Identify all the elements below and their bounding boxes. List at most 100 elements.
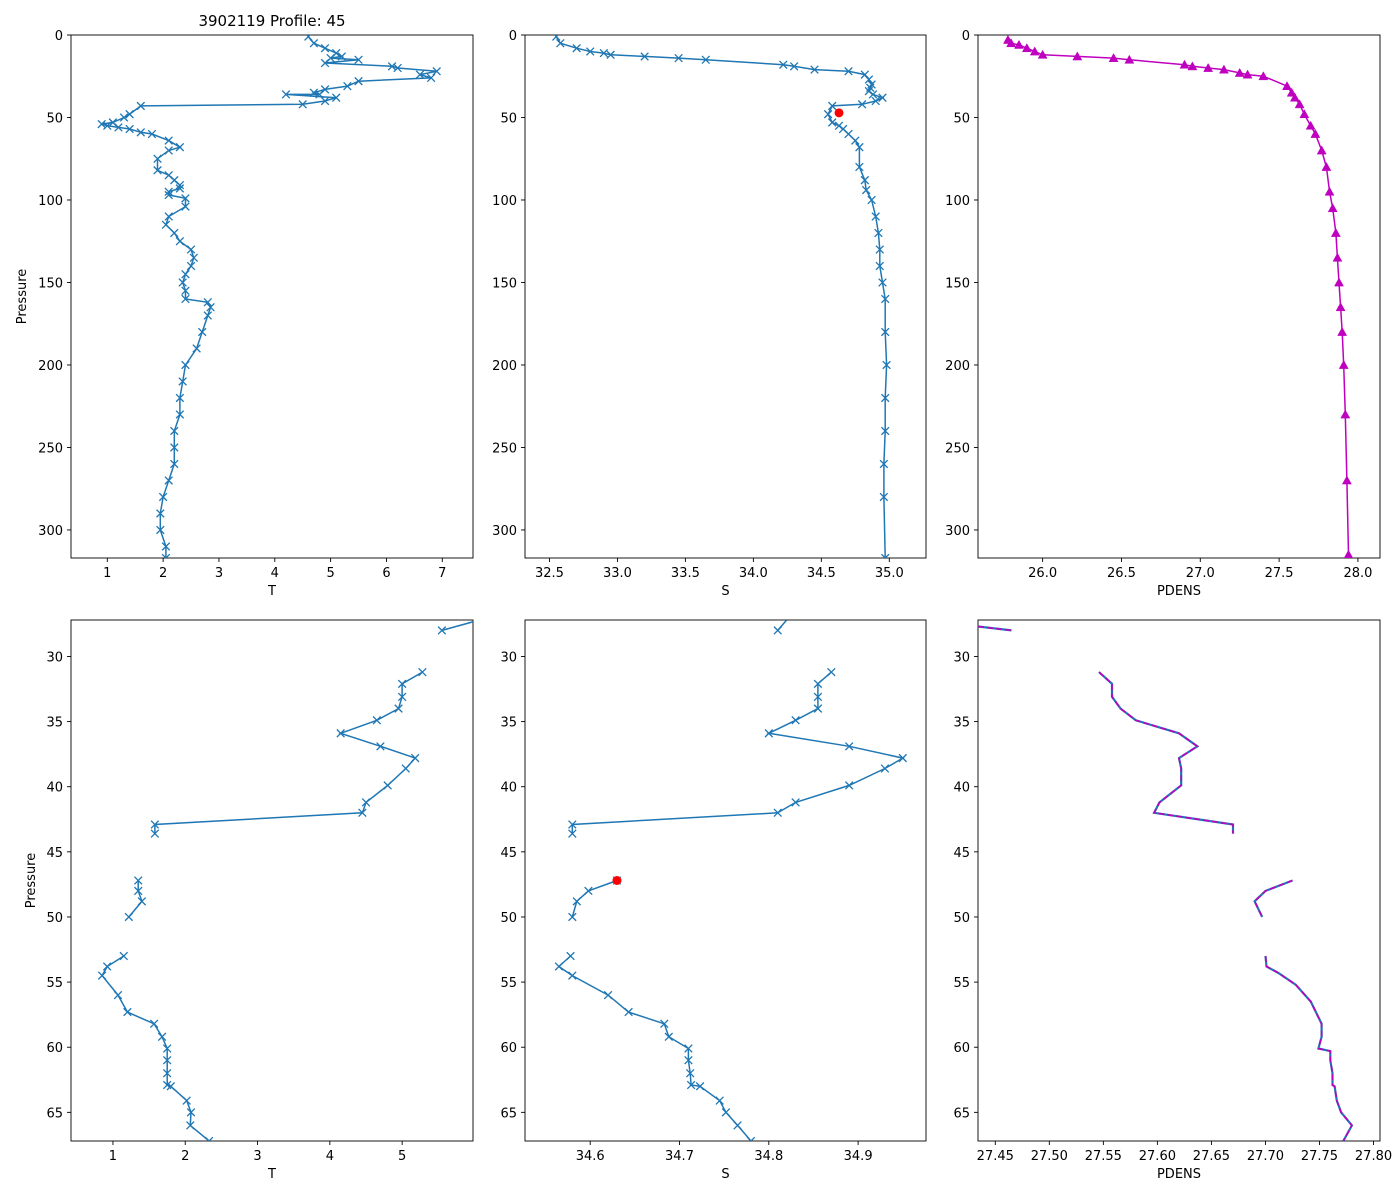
x-tick-label: 34.0 xyxy=(739,566,768,581)
y-tick-label: 55 xyxy=(46,976,63,991)
data-point-marker xyxy=(686,1080,696,1090)
data-point-marker xyxy=(161,220,171,229)
data-point-marker xyxy=(773,626,783,635)
data-point-marker xyxy=(186,245,196,254)
x-axis-label: T xyxy=(267,1167,276,1182)
data-point-marker xyxy=(354,76,363,86)
flagged-point xyxy=(612,876,622,885)
data-point-marker xyxy=(880,393,890,403)
data-point-marker xyxy=(813,679,823,689)
data-point-marker xyxy=(851,136,860,145)
data-point-marker xyxy=(1332,252,1343,262)
data-point-marker xyxy=(1179,59,1190,69)
y-tick-label: 250 xyxy=(38,441,63,456)
series-line-dashed xyxy=(1253,879,1293,918)
data-point-marker xyxy=(361,798,371,807)
data-point-marker xyxy=(1234,67,1245,77)
data-point-marker xyxy=(166,1082,176,1091)
x-axis-label: S xyxy=(721,584,729,599)
data-point-marker xyxy=(585,47,595,56)
data-point-marker xyxy=(1242,69,1253,79)
x-tick-label: 27.0 xyxy=(1186,566,1215,581)
data-point-marker xyxy=(170,228,179,238)
x-tick-label: 3 xyxy=(215,566,223,581)
data-point-marker xyxy=(309,38,319,48)
data-point-marker xyxy=(880,426,890,436)
data-point-marker xyxy=(1021,43,1032,53)
data-point-marker xyxy=(880,553,890,558)
y-tick-label: 100 xyxy=(38,194,63,209)
data-point-marker xyxy=(599,48,609,58)
y-tick-label: 300 xyxy=(945,524,970,539)
data-point-marker xyxy=(1187,61,1198,71)
y-tick-label: 300 xyxy=(492,524,517,539)
data-point-marker xyxy=(320,43,330,53)
y-tick-label: 100 xyxy=(945,194,970,209)
x-axis-label: S xyxy=(721,1167,729,1182)
y-tick-label: 200 xyxy=(492,359,517,374)
data-point-marker xyxy=(331,93,341,102)
data-point-marker xyxy=(746,1136,756,1141)
data-point-marker xyxy=(372,716,382,725)
data-point-marker xyxy=(387,62,397,71)
data-point-marker xyxy=(684,1055,693,1065)
data-point-marker xyxy=(606,50,615,60)
y-tick-label: 40 xyxy=(953,781,970,796)
x-tick-label: 34.7 xyxy=(665,1149,694,1164)
data-point-marker xyxy=(827,101,837,111)
panel-bottom-salinity: 34.6 34.7 34.8 34.9 30 35 40 45 50 55 60 65 S xyxy=(500,619,927,1182)
x-tick-label: 3 xyxy=(253,1149,261,1164)
x-axis-label: PDENS xyxy=(1157,1167,1201,1182)
data-point-marker xyxy=(674,53,683,63)
data-point-marker xyxy=(844,781,854,790)
data-point-marker xyxy=(394,704,403,713)
data-point-marker xyxy=(898,753,908,763)
x-axis-label: T xyxy=(267,584,276,599)
data-point-marker xyxy=(624,1007,633,1017)
data-point-marker xyxy=(189,253,199,262)
y-tick-label: 30 xyxy=(46,650,63,665)
panel-top-temperature: 1 2 3 4 5 6 7 0 50 100 150 200 250 300 T Pressure xyxy=(15,29,474,599)
data-point-marker xyxy=(1337,326,1348,336)
data-point-marker xyxy=(186,261,196,271)
data-point-marker xyxy=(164,476,173,485)
data-point-marker xyxy=(123,1007,132,1017)
data-point-marker xyxy=(125,124,134,134)
plot-frame xyxy=(977,34,1381,559)
x-tick-label: 5 xyxy=(398,1149,406,1164)
x-tick-label: 27.50 xyxy=(1031,1149,1068,1164)
data-point-marker xyxy=(860,175,870,185)
data-point-marker xyxy=(397,679,407,689)
series-bottom-temperature xyxy=(97,621,473,1141)
data-point-marker xyxy=(147,129,157,139)
y-tick-label: 35 xyxy=(500,716,517,731)
data-point-marker xyxy=(791,798,800,807)
x-tick-label: 2 xyxy=(181,1149,189,1164)
data-point-marker xyxy=(161,553,171,558)
series-line xyxy=(441,621,473,632)
data-point-marker xyxy=(102,962,112,971)
data-point-marker xyxy=(1029,46,1040,56)
data-point-marker xyxy=(164,146,173,155)
data-point-marker xyxy=(358,808,367,818)
data-point-marker xyxy=(336,729,345,738)
data-point-marker xyxy=(844,742,854,751)
data-point-marker xyxy=(137,897,147,906)
x-tick-label: 27.75 xyxy=(1301,1149,1338,1164)
data-point-marker xyxy=(773,808,783,818)
x-tick-label: 4 xyxy=(326,1149,334,1164)
data-point-marker xyxy=(1294,99,1305,109)
panel-bottom-density: 27.45 27.50 27.55 27.60 27.65 27.70 27.75 27.80… xyxy=(953,619,1392,1182)
data-point-marker xyxy=(113,990,123,1000)
plot-frame xyxy=(977,619,1381,1142)
y-tick-label: 65 xyxy=(46,1106,63,1121)
y-tick-label: 60 xyxy=(500,1041,517,1056)
y-tick-label: 55 xyxy=(500,976,517,991)
data-point-marker xyxy=(685,1069,695,1078)
data-point-marker xyxy=(1219,64,1229,74)
data-point-marker xyxy=(878,278,887,287)
data-point-marker xyxy=(97,971,107,980)
data-point-marker xyxy=(1316,145,1327,155)
data-point-marker xyxy=(568,829,577,838)
data-point-marker xyxy=(861,185,871,195)
